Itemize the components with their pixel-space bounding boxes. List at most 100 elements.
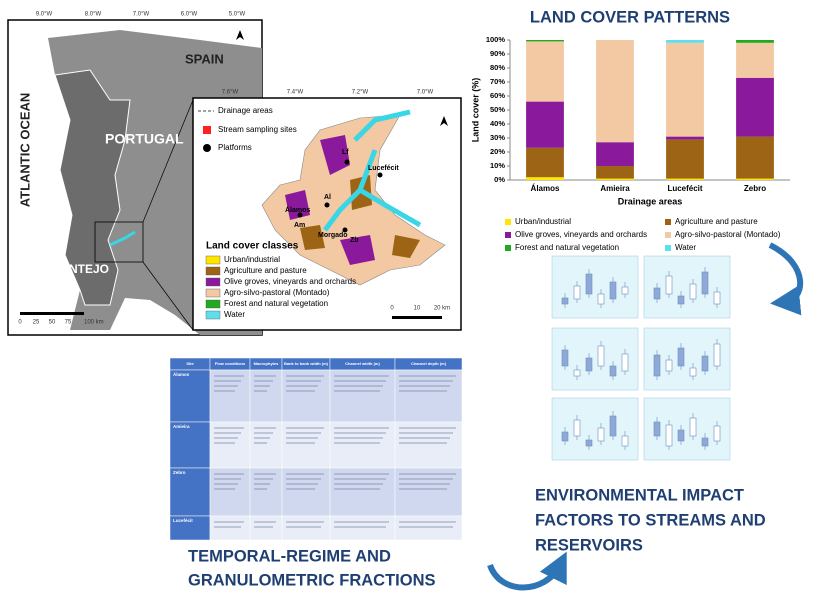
cell	[281, 515, 331, 541]
scale-tick: 20 km	[434, 306, 450, 312]
legend-label: Stream sampling sites	[218, 125, 297, 134]
box	[665, 424, 673, 447]
section-title: ENVIRONMENTAL IMPACT	[535, 486, 744, 504]
site-label: Zb	[350, 237, 359, 244]
cell	[249, 515, 283, 541]
box	[713, 343, 721, 367]
x-axis-label: Drainage areas	[618, 196, 683, 206]
y-tick-label: 30%	[490, 133, 505, 142]
y-tick-label: 10%	[490, 161, 505, 170]
row-name: Álamos	[173, 371, 190, 377]
legend-label: Water	[675, 243, 696, 252]
bar-segment	[596, 178, 634, 180]
box	[621, 353, 629, 372]
cell	[329, 369, 396, 423]
legend-label: Platforms	[218, 143, 252, 152]
bar-segment	[526, 101, 564, 148]
bar-segment	[736, 40, 774, 43]
row-name-cell	[169, 467, 211, 517]
panel	[551, 397, 639, 461]
boxplot-panels	[551, 255, 731, 461]
header-text: Channel width (m)	[345, 361, 380, 366]
legend-key	[505, 245, 511, 251]
legend-key	[205, 266, 221, 276]
box	[677, 295, 685, 305]
legend-label: Drainage areas	[218, 106, 273, 115]
y-tick-label: 0%	[494, 175, 505, 184]
lon-tick: 6.0°W	[181, 12, 198, 18]
box	[701, 437, 709, 447]
land-patch	[285, 135, 375, 265]
cell	[249, 467, 283, 517]
bar-segment	[666, 136, 704, 140]
legend-label: Agro-silvo-pastoral (Montado)	[675, 230, 781, 239]
header-text: Site	[186, 361, 194, 366]
country-label: SPAIN	[185, 51, 224, 66]
box	[653, 421, 661, 437]
legend-key	[203, 126, 211, 134]
bar-segment	[526, 177, 564, 180]
reservoir	[323, 109, 422, 232]
section-title: TEMPORAL-REGIME AND	[188, 547, 391, 565]
north-arrow	[236, 30, 244, 40]
box	[665, 359, 673, 372]
site-label: Am	[294, 222, 305, 229]
box	[713, 425, 721, 442]
chart-title: LAND COVER PATTERNS	[530, 8, 730, 26]
legend-label: Urban/industrial	[515, 217, 571, 226]
ocean-label: ATLANTIC OCEAN	[17, 93, 32, 208]
legend-label: Olive groves, vineyards and orchards	[224, 277, 356, 286]
x-tick-label: Zebro	[744, 184, 766, 193]
panel	[643, 255, 731, 319]
lon-tick: 7.6°W	[222, 90, 239, 96]
cell	[329, 421, 396, 469]
country-label: PORTUGAL	[105, 131, 184, 147]
bar-segment	[736, 136, 774, 179]
y-axis-label: Land cover (%)	[470, 78, 480, 143]
legend-label: Water	[224, 310, 245, 319]
site-label: Morgado	[318, 232, 348, 239]
box	[689, 367, 697, 377]
legend-key	[205, 299, 221, 309]
box	[597, 345, 605, 367]
bar-segment	[736, 77, 774, 137]
legend-label: Olive groves, vineyards and orchards	[515, 230, 647, 239]
inset-map: Drainage areas Stream sampling sites Pla…	[192, 90, 462, 331]
scale-bar	[392, 316, 442, 319]
box	[621, 435, 629, 447]
row-name-cell	[169, 369, 211, 423]
box	[573, 285, 581, 300]
box	[621, 286, 629, 295]
bar-segment	[596, 40, 634, 143]
cell	[394, 421, 463, 469]
cell	[209, 515, 251, 541]
row-name: Zebro	[173, 470, 186, 475]
legend-key	[665, 245, 671, 251]
zoom-line	[142, 99, 194, 223]
table: Site Flow conditions Macrophytes Bank to ba…	[169, 357, 463, 541]
bar-segment	[596, 166, 634, 179]
box	[609, 365, 617, 377]
inset-box	[94, 221, 144, 263]
cell	[394, 467, 463, 517]
cell	[209, 369, 251, 423]
legend-label: Forest and natural vegetation	[515, 243, 619, 252]
box	[677, 429, 685, 442]
scale-tick: 50	[49, 320, 56, 326]
lon-tick: 7.0°W	[133, 12, 150, 18]
legend-label: Agriculture and pasture	[224, 266, 307, 275]
scale-tick: 25	[33, 320, 40, 326]
row-name: Amieira	[173, 424, 190, 429]
cell	[209, 421, 251, 469]
legend-key	[203, 144, 211, 152]
site-label: Al	[324, 194, 331, 201]
legend-key	[505, 232, 511, 238]
legend-label: Agriculture and pasture	[675, 217, 758, 226]
y-tick-label: 60%	[490, 91, 505, 100]
box	[585, 439, 593, 447]
y-tick-label: 70%	[490, 77, 505, 86]
lon-tick: 5.0°W	[229, 12, 246, 18]
region-label: ALENTEJO	[45, 262, 109, 276]
cell	[249, 421, 283, 469]
